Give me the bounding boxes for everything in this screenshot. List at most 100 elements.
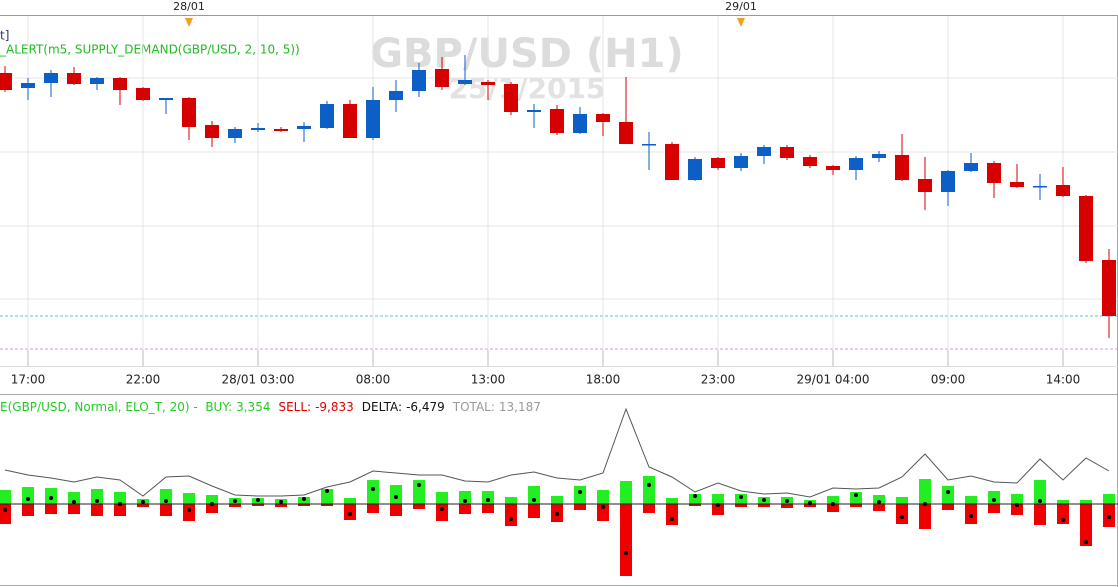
- sell-bar: [666, 504, 678, 525]
- sell-bar: [1057, 504, 1069, 524]
- sell-bar: [827, 504, 839, 512]
- candle-body: [389, 91, 403, 100]
- delta-dot: [463, 499, 467, 503]
- candle-body: [458, 80, 472, 84]
- candle-body: [987, 163, 1001, 183]
- sell-bar: [850, 504, 862, 507]
- buy-bar: [344, 498, 356, 504]
- sell-bar: [91, 504, 103, 516]
- buy-bar: [574, 486, 586, 504]
- candle-body: [941, 171, 955, 192]
- delta-dot: [49, 496, 53, 500]
- sell-bar: [988, 504, 1000, 513]
- delta-dot: [900, 515, 904, 519]
- sell-bar: [712, 504, 724, 515]
- delta-dot: [371, 487, 375, 491]
- watermark-title: GBP/USD (H1): [370, 31, 684, 77]
- buy-bar: [666, 498, 678, 504]
- buy-bar: [597, 490, 609, 504]
- sell-bar: [298, 504, 310, 506]
- candle-body: [0, 73, 12, 90]
- candle-body: [642, 144, 656, 146]
- candle-body: [872, 154, 886, 158]
- delta-dot: [210, 502, 214, 506]
- sell-bar: [919, 504, 931, 529]
- delta-dot: [831, 502, 835, 506]
- buy-bar: [505, 497, 517, 504]
- delta-dot: [279, 500, 283, 504]
- candle-body: [44, 73, 58, 83]
- delta-dot: [716, 503, 720, 507]
- sell-bar: [505, 504, 517, 526]
- candle-body: [826, 166, 840, 170]
- delta-dot: [877, 500, 881, 504]
- buy-bar: [183, 493, 195, 504]
- candle-body: [1010, 182, 1024, 187]
- delta-dot: [762, 498, 766, 502]
- sell-bar: [206, 504, 218, 513]
- delta-dot: [325, 489, 329, 493]
- buy-bar: [436, 492, 448, 504]
- candle-body: [1033, 186, 1047, 188]
- sell-bar: [321, 504, 333, 506]
- buy-bar: [482, 491, 494, 504]
- sell-bar: [574, 504, 586, 510]
- delta-dot: [946, 490, 950, 494]
- sell-bar: [1011, 504, 1023, 515]
- candle-body: [297, 126, 311, 129]
- delta-dot: [808, 501, 812, 505]
- candle-body: [90, 78, 104, 84]
- candle-body: [780, 147, 794, 158]
- buy-bar: [0, 490, 11, 504]
- delta-dot: [440, 507, 444, 511]
- delta-dot: [187, 508, 191, 512]
- delta-dot: [302, 497, 306, 501]
- candle-body: [964, 163, 978, 171]
- candle-body: [527, 110, 541, 112]
- sell-bar: [781, 504, 793, 508]
- buy-bar: [321, 489, 333, 504]
- candle-body: [596, 114, 610, 122]
- candle-body: [803, 157, 817, 166]
- buy-bar: [528, 486, 540, 504]
- delta-dot: [1038, 499, 1042, 503]
- candle-body: [849, 158, 863, 170]
- sell-bar: [758, 504, 770, 507]
- buy-bar: [620, 481, 632, 504]
- sell-bar: [643, 504, 655, 513]
- sell-bar: [413, 504, 425, 509]
- sell-bar: [804, 504, 816, 507]
- buy-bar: [22, 487, 34, 504]
- delta-dot: [509, 517, 513, 521]
- delta-dot: [233, 499, 237, 503]
- x-tick-label: 09:00: [931, 373, 966, 387]
- sell-bar: [942, 504, 954, 510]
- delta-dot: [969, 514, 973, 518]
- indicator-label: t]: [0, 29, 9, 43]
- sell-bar: [22, 504, 34, 516]
- delta-dot: [417, 483, 421, 487]
- sell-bar: [436, 504, 448, 521]
- delta-dot: [348, 512, 352, 516]
- date-label: 28/01: [173, 0, 205, 13]
- candle-body: [67, 73, 81, 84]
- sell-bar: [896, 504, 908, 524]
- sell-bar: [137, 504, 149, 507]
- delta-dot: [578, 490, 582, 494]
- indicator-label: _ALERT(m5, SUPPLY_DEMAND(GBP/USD, 2, 10,…: [0, 43, 300, 57]
- summary-name: BUY:: [205, 400, 232, 414]
- candle-body: [619, 122, 633, 144]
- candle-body: [251, 128, 265, 130]
- candle-body: [21, 83, 35, 88]
- candle-body: [228, 129, 242, 138]
- watermark-date: 25/1/2015: [449, 72, 606, 105]
- summary-value: 3,354: [236, 400, 270, 414]
- candle-body: [205, 125, 219, 138]
- delta-dot: [555, 512, 559, 516]
- sell-bar: [252, 504, 264, 506]
- buy-bar: [1080, 500, 1092, 504]
- sell-bar: [45, 504, 57, 514]
- candle-body: [573, 114, 587, 133]
- candle-body: [320, 104, 334, 128]
